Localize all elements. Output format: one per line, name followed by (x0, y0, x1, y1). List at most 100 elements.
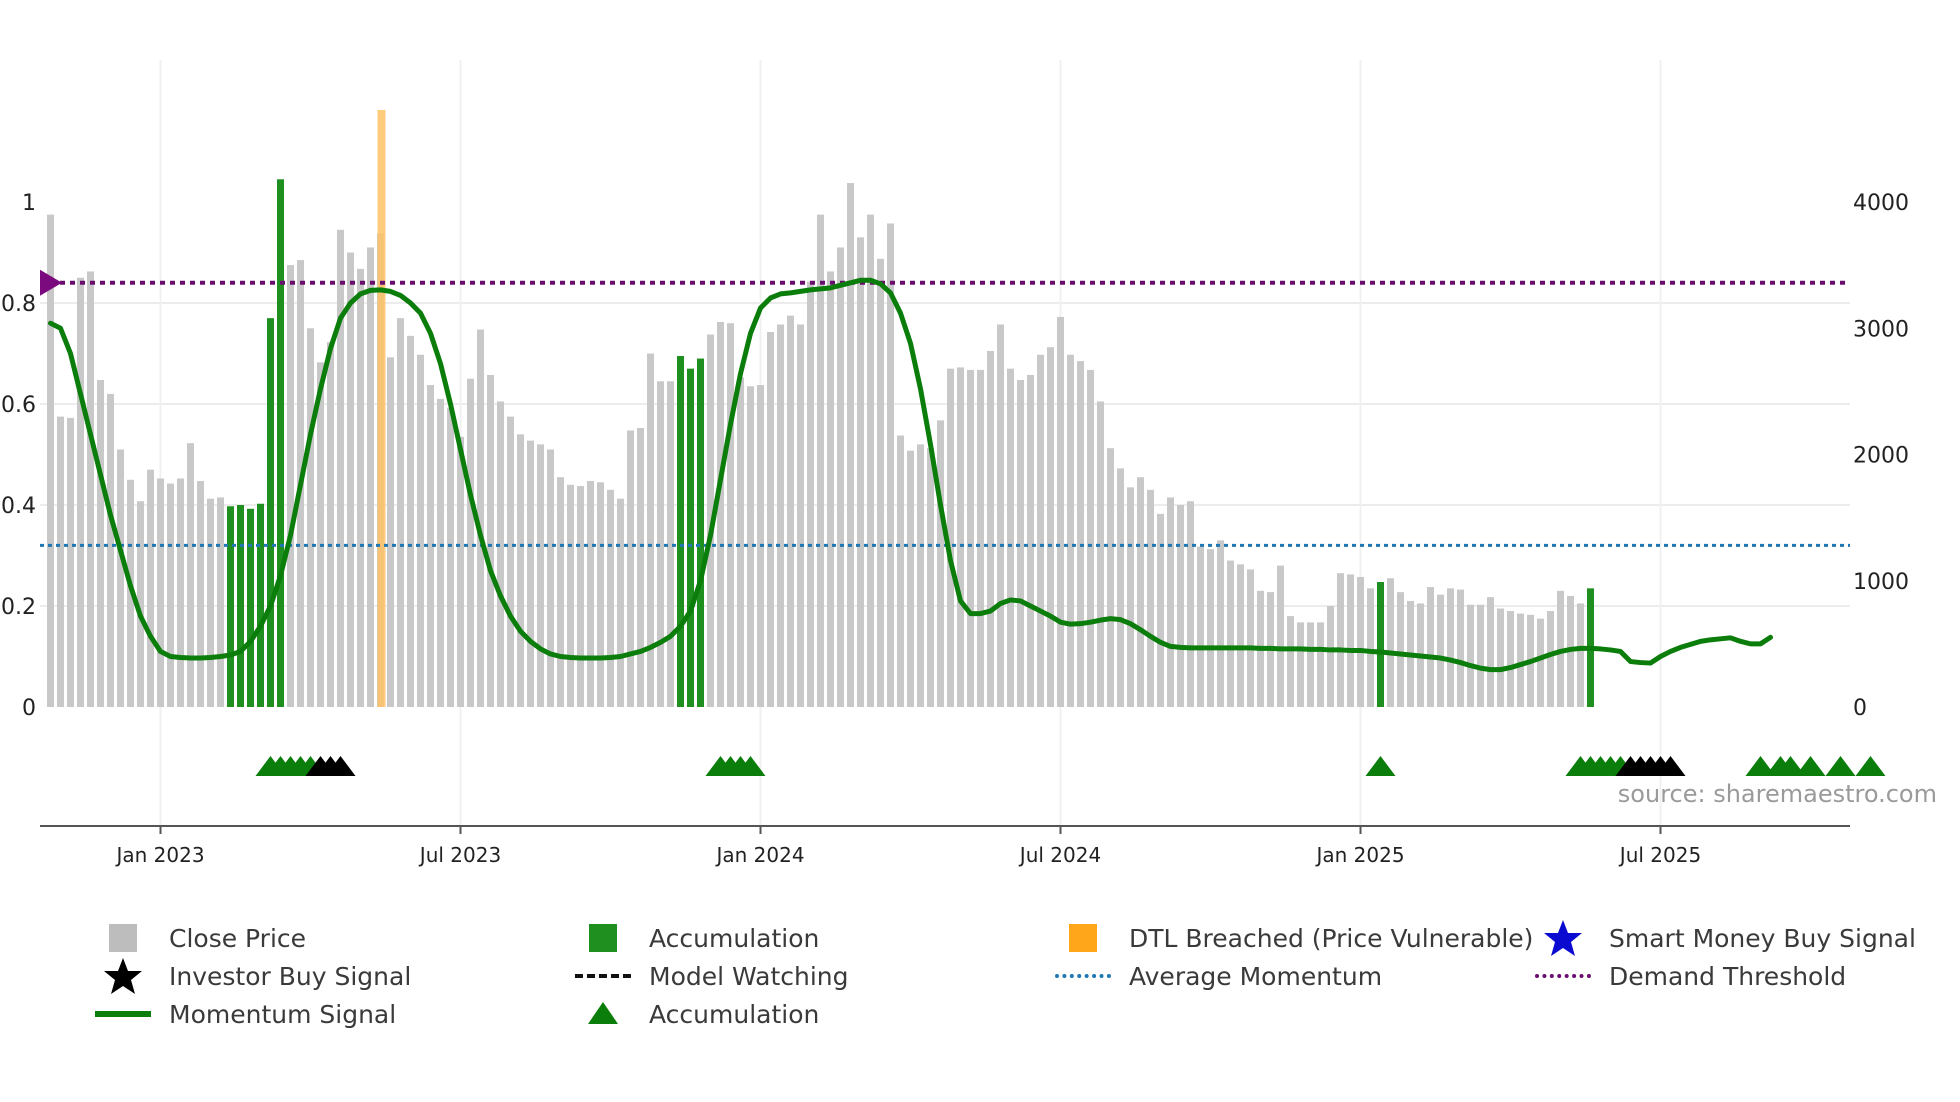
accumulation-bar (1377, 582, 1384, 707)
accumulation-triangle (1855, 756, 1886, 776)
legend: Close Price Accumulation DTL Breached (P… (95, 920, 1955, 1070)
close-price-bar (567, 484, 574, 707)
close-price-bar (907, 450, 914, 707)
close-price-bar (797, 324, 804, 707)
close-price-bar (157, 478, 164, 707)
close-price-bar (947, 368, 954, 707)
left-tick-label: 0.8 (1, 292, 36, 317)
close-price-bar (387, 357, 394, 707)
axes: Jan 2023 Jul 2023 Jan 2024 Jul 2024 Jan 2025… (1, 191, 1909, 867)
close-price-bar (557, 477, 564, 707)
close-price-bar (117, 449, 124, 707)
close-price-bar (587, 481, 594, 707)
close-price-bar (347, 252, 354, 707)
close-price-bar (1447, 588, 1454, 707)
close-price-bar (317, 362, 324, 707)
source-credit: source: sharemaestro.com (1617, 780, 1937, 808)
close-price-bar (1497, 608, 1504, 707)
close-price-bar (1457, 589, 1464, 707)
close-price-bar (527, 440, 534, 707)
close-price-bar (1367, 588, 1374, 707)
close-price-bar (87, 271, 94, 707)
close-price-bar (457, 436, 464, 707)
close-price-bar (1097, 401, 1104, 707)
close-price-bar (447, 407, 454, 707)
close-price-bar (177, 478, 184, 707)
close-price-bar (1547, 611, 1554, 707)
close-price-bar (667, 381, 674, 707)
legend-demand-threshold: Demand Threshold (1535, 958, 1846, 994)
close-price-bar (957, 367, 964, 707)
close-price-bar (207, 498, 214, 707)
close-price-bar (467, 378, 474, 707)
close-price-bar (817, 214, 824, 707)
close-price-bar (547, 449, 554, 707)
accumulation-triangle (1775, 756, 1806, 776)
signal-lines (40, 269, 1850, 673)
close-price-bar (427, 385, 434, 707)
close-price-bar (287, 265, 294, 707)
close-price-bar (1387, 578, 1394, 707)
close-price-bar (857, 237, 864, 707)
close-price-bar (767, 332, 774, 707)
close-price-bar (1197, 546, 1204, 707)
close-price-bar (137, 501, 144, 707)
price-bars (47, 110, 1594, 707)
close-price-bar (1147, 489, 1154, 707)
close-price-bar (197, 481, 204, 707)
close-price-bar (1007, 368, 1014, 707)
close-price-bar (597, 482, 604, 707)
legend-model-watching: Model Watching (575, 958, 849, 994)
close-price-bar (987, 350, 994, 707)
close-price-bar (337, 229, 344, 707)
close-price-bar (707, 334, 714, 707)
close-price-bar (147, 469, 154, 707)
close-price-bar (1507, 611, 1514, 707)
close-price-bar (1577, 603, 1584, 707)
close-price-bar (737, 377, 744, 707)
close-price-bar (357, 268, 364, 707)
close-price-bar (1427, 587, 1434, 707)
accumulation-bar (257, 503, 264, 707)
close-price-bar (97, 380, 104, 707)
close-price-bar (937, 420, 944, 707)
close-price-bar (477, 329, 484, 707)
legend-average-momentum: Average Momentum (1055, 958, 1382, 994)
signal-markers (255, 756, 1886, 776)
close-price-bar (367, 247, 374, 707)
close-price-bar (847, 183, 854, 707)
close-price-bar (1207, 549, 1214, 707)
investor-buy-triangle (325, 756, 356, 776)
close-price-bar (1277, 565, 1284, 707)
accumulation-triangle (1365, 756, 1396, 776)
legend-close-price: Close Price (95, 920, 306, 956)
close-price-bar (437, 398, 444, 707)
x-tick-label: Jan 2024 (714, 843, 804, 867)
close-price-bar (407, 335, 414, 707)
close-price-bar (487, 374, 494, 707)
right-tick-label: 4000 (1853, 191, 1909, 216)
close-price-bar (827, 271, 834, 707)
close-price-bar (747, 386, 754, 707)
accumulation-bar (677, 356, 684, 707)
right-tick-label: 1000 (1853, 570, 1909, 595)
accumulation-bar (687, 368, 694, 707)
legend-investor-buy: Investor Buy Signal (95, 958, 411, 994)
x-tick-label: Jul 2024 (1018, 843, 1101, 867)
close-price-bar (1467, 604, 1474, 707)
left-tick-label: 1 (22, 191, 36, 216)
close-price-bar (1537, 618, 1544, 707)
legend-accumulation-triangle: Accumulation (575, 996, 819, 1032)
star-icon (104, 958, 142, 994)
close-price-bar (1357, 576, 1364, 707)
right-tick-label: 0 (1853, 696, 1867, 721)
close-price-bar (1037, 354, 1044, 707)
close-price-bar (1227, 560, 1234, 707)
x-tick-label: Jul 2023 (418, 843, 501, 867)
close-price-bar (107, 393, 114, 707)
close-price-bar (807, 281, 814, 707)
close-price-bar (327, 342, 334, 707)
close-price-bar (1017, 380, 1024, 707)
close-price-bar (647, 353, 654, 707)
close-price-bar (1437, 594, 1444, 707)
